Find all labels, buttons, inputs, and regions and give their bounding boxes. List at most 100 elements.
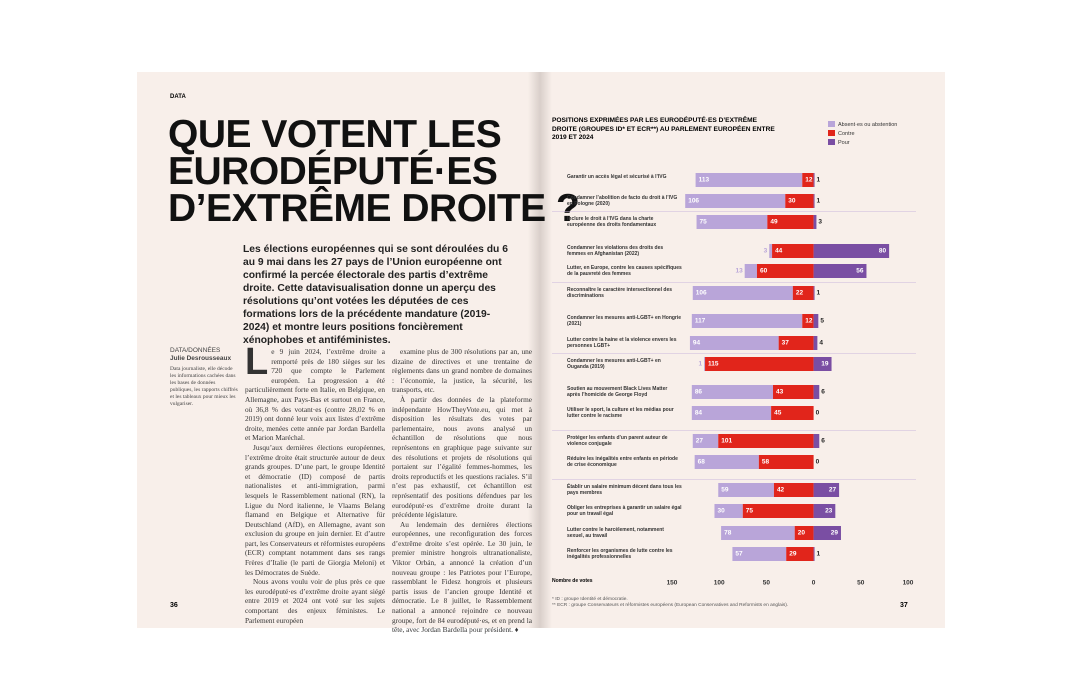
- value-label: 57: [735, 551, 743, 558]
- bar-against: [794, 526, 814, 540]
- value-label: 12: [805, 318, 813, 325]
- paragraph: À partir des données de la plateforme in…: [392, 394, 532, 520]
- value-label: 6: [821, 438, 825, 445]
- row-label: Renforcer les organismes de lutte contre…: [567, 548, 673, 560]
- value-label: 80: [879, 248, 887, 255]
- bar-for: [813, 504, 836, 518]
- value-label: 4: [819, 340, 823, 347]
- value-label: 106: [688, 198, 699, 205]
- row-label: Réduire les inégalités entre enfants en …: [567, 456, 678, 468]
- bar-absent: [721, 526, 795, 540]
- value-label: 6: [821, 389, 825, 396]
- value-label: 0: [816, 459, 820, 466]
- bar-absent: [692, 286, 793, 300]
- row-label: Lutter, en Europe, contre les causes spé…: [567, 265, 682, 277]
- value-label: 30: [717, 508, 725, 515]
- bar-against: [802, 314, 814, 328]
- bar-for: [813, 215, 817, 229]
- value-label: 60: [760, 268, 768, 275]
- bar-for: [813, 483, 840, 497]
- bar-for: [813, 244, 890, 258]
- value-label: 44: [775, 248, 783, 255]
- paragraph: examine plus de 300 résolutions par an, …: [392, 347, 532, 395]
- value-label: 56: [856, 268, 864, 275]
- bar-against: [785, 194, 814, 208]
- lead: Les élections européennes qui se sont dé…: [243, 244, 508, 346]
- bar-against: [786, 547, 814, 561]
- value-label: 68: [698, 459, 706, 466]
- row-label: Protéger les enfants d’un parent auteur …: [567, 435, 668, 447]
- legend-swatch: [828, 139, 835, 145]
- value-label: 43: [776, 389, 784, 396]
- left-page: [137, 72, 540, 628]
- bar-for: [813, 547, 815, 561]
- value-label: 19: [821, 361, 829, 368]
- row-label: Condamner l’abolition de facto du droit …: [567, 195, 678, 207]
- bar-for: [813, 434, 820, 448]
- bar-absent: [714, 504, 743, 518]
- row-label: Utiliser le sport, la culture et les méd…: [567, 407, 674, 419]
- bar-against: [718, 434, 814, 448]
- bar-against: [772, 244, 814, 258]
- bar-absent: [691, 385, 774, 399]
- row-label: Inclure le droit à l’IVG dans la charte …: [567, 216, 657, 228]
- x-tick-label: 0: [812, 580, 816, 587]
- row-label: Condamner les mesures anti-LGBT+ en Hong…: [567, 315, 682, 327]
- value-label: 20: [798, 530, 806, 537]
- value-label: 1: [698, 361, 702, 368]
- title: QUE VOTENT LES EURODÉPUTÉ·ES D’EXTRÊME D…: [168, 113, 580, 230]
- footnotes: * ID : groupe Identité et démocratie. ** …: [552, 597, 788, 609]
- value-label: 5: [820, 318, 824, 325]
- bar-for: [813, 286, 815, 300]
- row-label: Condamner les mesures anti-LGBT+ en Ouga…: [567, 358, 661, 370]
- bar-for: [813, 173, 815, 187]
- value-label: 13: [735, 268, 743, 275]
- bar-against: [773, 483, 814, 497]
- value-label: 58: [762, 459, 770, 466]
- value-label: 1: [817, 198, 821, 205]
- column: examine plus de 300 résolutions par an, …: [392, 347, 532, 635]
- value-label: 0: [816, 410, 820, 417]
- page-number: 36: [170, 602, 178, 609]
- bar-absent: [704, 357, 706, 371]
- author-bio: Data journaliste, elle décode les inform…: [170, 366, 238, 407]
- paragraph: Nous avons voulu voir de plus près ce qu…: [245, 577, 385, 625]
- value-label: 117: [695, 318, 706, 325]
- row-label: Établir un salaire minimum décent dans t…: [567, 484, 682, 496]
- bar-against: [705, 357, 814, 371]
- value-label: 78: [724, 530, 732, 537]
- value-label: 22: [796, 290, 804, 297]
- bar-against: [773, 385, 814, 399]
- x-tick-label: 150: [667, 580, 678, 587]
- bar-for: [813, 264, 867, 278]
- value-label: 94: [693, 340, 701, 347]
- value-label: 75: [700, 219, 708, 226]
- bar-for: [813, 357, 832, 371]
- bar-against: [767, 215, 814, 229]
- x-axis-label: Nombre de votes: [552, 578, 593, 584]
- value-label: 101: [721, 438, 732, 445]
- bar-for: [813, 314, 819, 328]
- row-label: Obliger les entreprises à garantir un sa…: [567, 505, 682, 517]
- bar-absent: [744, 264, 757, 278]
- chart-title: POSITIONS EXPRIMÉES PAR LES EURODÉPUTÉ·E…: [552, 117, 775, 141]
- byline-label: DATA/DONNÉES: [170, 347, 221, 354]
- value-label: 37: [782, 340, 790, 347]
- value-label: 45: [774, 410, 782, 417]
- bar-absent: [685, 194, 786, 208]
- bar-for: [813, 336, 818, 350]
- value-label: 23: [825, 508, 833, 515]
- bar-absent: [769, 244, 773, 258]
- value-label: 75: [746, 508, 754, 515]
- paragraph: Le 9 juin 2024, l’extrême droite a rempo…: [245, 341, 385, 443]
- row-label: Lutter contre le harcèlement, notamment …: [567, 527, 664, 539]
- bar-against: [756, 264, 814, 278]
- bar-against: [771, 406, 814, 420]
- legend-swatch: [828, 130, 835, 136]
- value-label: 27: [696, 438, 704, 445]
- bar-against: [742, 504, 814, 518]
- value-label: 3: [818, 219, 822, 226]
- value-label: 1: [817, 177, 821, 184]
